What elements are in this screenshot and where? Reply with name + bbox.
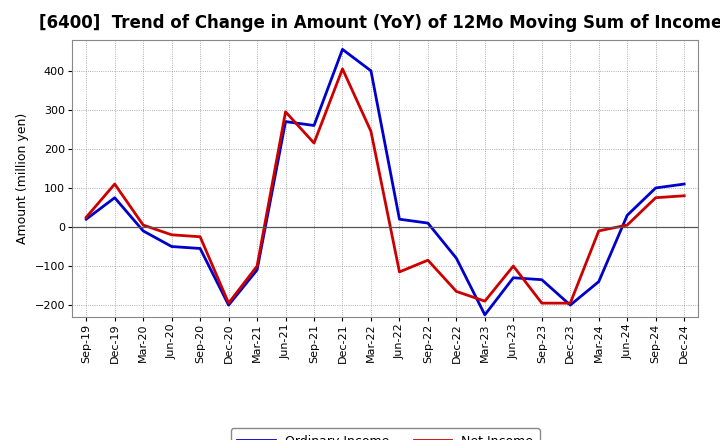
Line: Net Income: Net Income xyxy=(86,69,684,303)
Ordinary Income xyxy=(366,68,375,73)
Net Income xyxy=(480,299,489,304)
Ordinary Income xyxy=(566,302,575,308)
Ordinary Income xyxy=(537,277,546,282)
Ordinary Income xyxy=(509,275,518,280)
Ordinary Income xyxy=(595,279,603,284)
Net Income xyxy=(366,129,375,134)
Ordinary Income xyxy=(82,216,91,222)
Net Income xyxy=(509,264,518,269)
Net Income xyxy=(452,289,461,294)
Ordinary Income xyxy=(423,220,432,226)
Net Income xyxy=(139,222,148,227)
Net Income xyxy=(225,301,233,306)
Net Income xyxy=(395,269,404,275)
Legend: Ordinary Income, Net Income: Ordinary Income, Net Income xyxy=(231,429,539,440)
Net Income xyxy=(566,301,575,306)
Net Income xyxy=(253,264,261,269)
Net Income xyxy=(110,181,119,187)
Ordinary Income xyxy=(452,256,461,261)
Ordinary Income xyxy=(310,123,318,128)
Line: Ordinary Income: Ordinary Income xyxy=(86,49,684,315)
Net Income xyxy=(652,195,660,200)
Ordinary Income xyxy=(110,195,119,200)
Net Income xyxy=(310,140,318,146)
Net Income xyxy=(623,222,631,227)
Net Income xyxy=(680,193,688,198)
Ordinary Income xyxy=(480,312,489,318)
Ordinary Income xyxy=(282,119,290,124)
Net Income xyxy=(167,232,176,238)
Y-axis label: Amount (million yen): Amount (million yen) xyxy=(16,113,29,244)
Ordinary Income xyxy=(139,228,148,234)
Title: [6400]  Trend of Change in Amount (YoY) of 12Mo Moving Sum of Incomes: [6400] Trend of Change in Amount (YoY) o… xyxy=(39,15,720,33)
Ordinary Income xyxy=(652,185,660,191)
Ordinary Income xyxy=(196,246,204,251)
Net Income xyxy=(282,109,290,114)
Ordinary Income xyxy=(253,268,261,273)
Ordinary Income xyxy=(395,216,404,222)
Net Income xyxy=(338,66,347,72)
Net Income xyxy=(423,257,432,263)
Ordinary Income xyxy=(225,302,233,308)
Ordinary Income xyxy=(680,181,688,187)
Net Income xyxy=(595,228,603,234)
Net Income xyxy=(196,234,204,239)
Net Income xyxy=(537,301,546,306)
Ordinary Income xyxy=(623,213,631,218)
Net Income xyxy=(82,215,91,220)
Ordinary Income xyxy=(338,47,347,52)
Ordinary Income xyxy=(167,244,176,249)
